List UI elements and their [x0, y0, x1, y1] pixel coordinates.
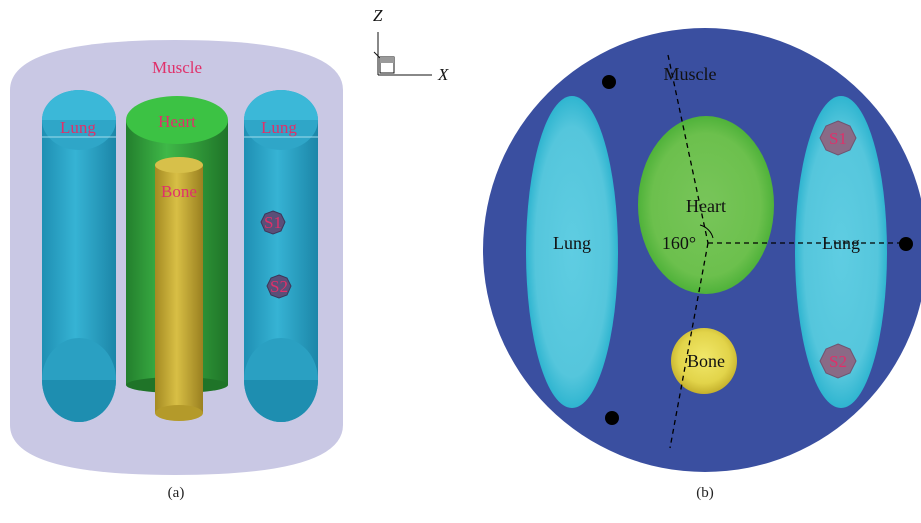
- bone-label-b: Bone: [687, 351, 725, 371]
- s2-label-b: S2: [829, 352, 847, 371]
- axis-x-label: X: [437, 65, 449, 84]
- bone-label-a: Bone: [161, 182, 197, 201]
- lung-right-label-b: Lung: [822, 233, 860, 253]
- s1-label-b: S1: [829, 129, 847, 148]
- source-s2-b: [819, 343, 857, 379]
- s1-label-a: S1: [264, 213, 282, 232]
- panel-a-3d-model: Muscle Lung Heart Lung Bone S1 S2 (a): [10, 40, 343, 501]
- lung-right-label-a: Lung: [261, 118, 297, 137]
- source-s1-b: [819, 120, 857, 156]
- bone-cylinder-a: [155, 157, 203, 421]
- detector-dot-right: [899, 237, 913, 251]
- axis-z-label: Z: [373, 6, 383, 25]
- source-s2-a: [266, 274, 292, 299]
- angle-arc: [699, 224, 714, 239]
- heart-b: [638, 116, 774, 294]
- axis-triad: Z X: [373, 6, 449, 84]
- muscle-label-a: Muscle: [152, 58, 202, 77]
- bone-b: [671, 328, 737, 394]
- angle-label-b: 160°: [662, 233, 696, 253]
- panel-b-cross-section: Muscle Heart Lung Lung 160° Bone S1 S2 (…: [483, 28, 921, 501]
- lung-cylinder-right-a: [244, 90, 318, 422]
- source-s1-a: [260, 210, 286, 235]
- lung-cylinder-left-a: [42, 90, 116, 422]
- lung-left-b: [526, 96, 618, 408]
- s2-label-a: S2: [270, 277, 288, 296]
- detector-dot-top: [602, 75, 616, 89]
- detector-dot-bottom: [605, 411, 619, 425]
- dashed-axis-vertical-lower: [669, 242, 709, 449]
- caption-b: (b): [696, 485, 714, 501]
- lung-right-b: [795, 96, 887, 408]
- lung-left-label-a: Lung: [60, 118, 96, 137]
- caption-a: (a): [168, 485, 185, 501]
- muscle-label-b: Muscle: [664, 64, 717, 84]
- lung-left-label-b: Lung: [553, 233, 591, 253]
- heart-label-b: Heart: [686, 196, 726, 216]
- heart-label-a: Heart: [158, 112, 196, 131]
